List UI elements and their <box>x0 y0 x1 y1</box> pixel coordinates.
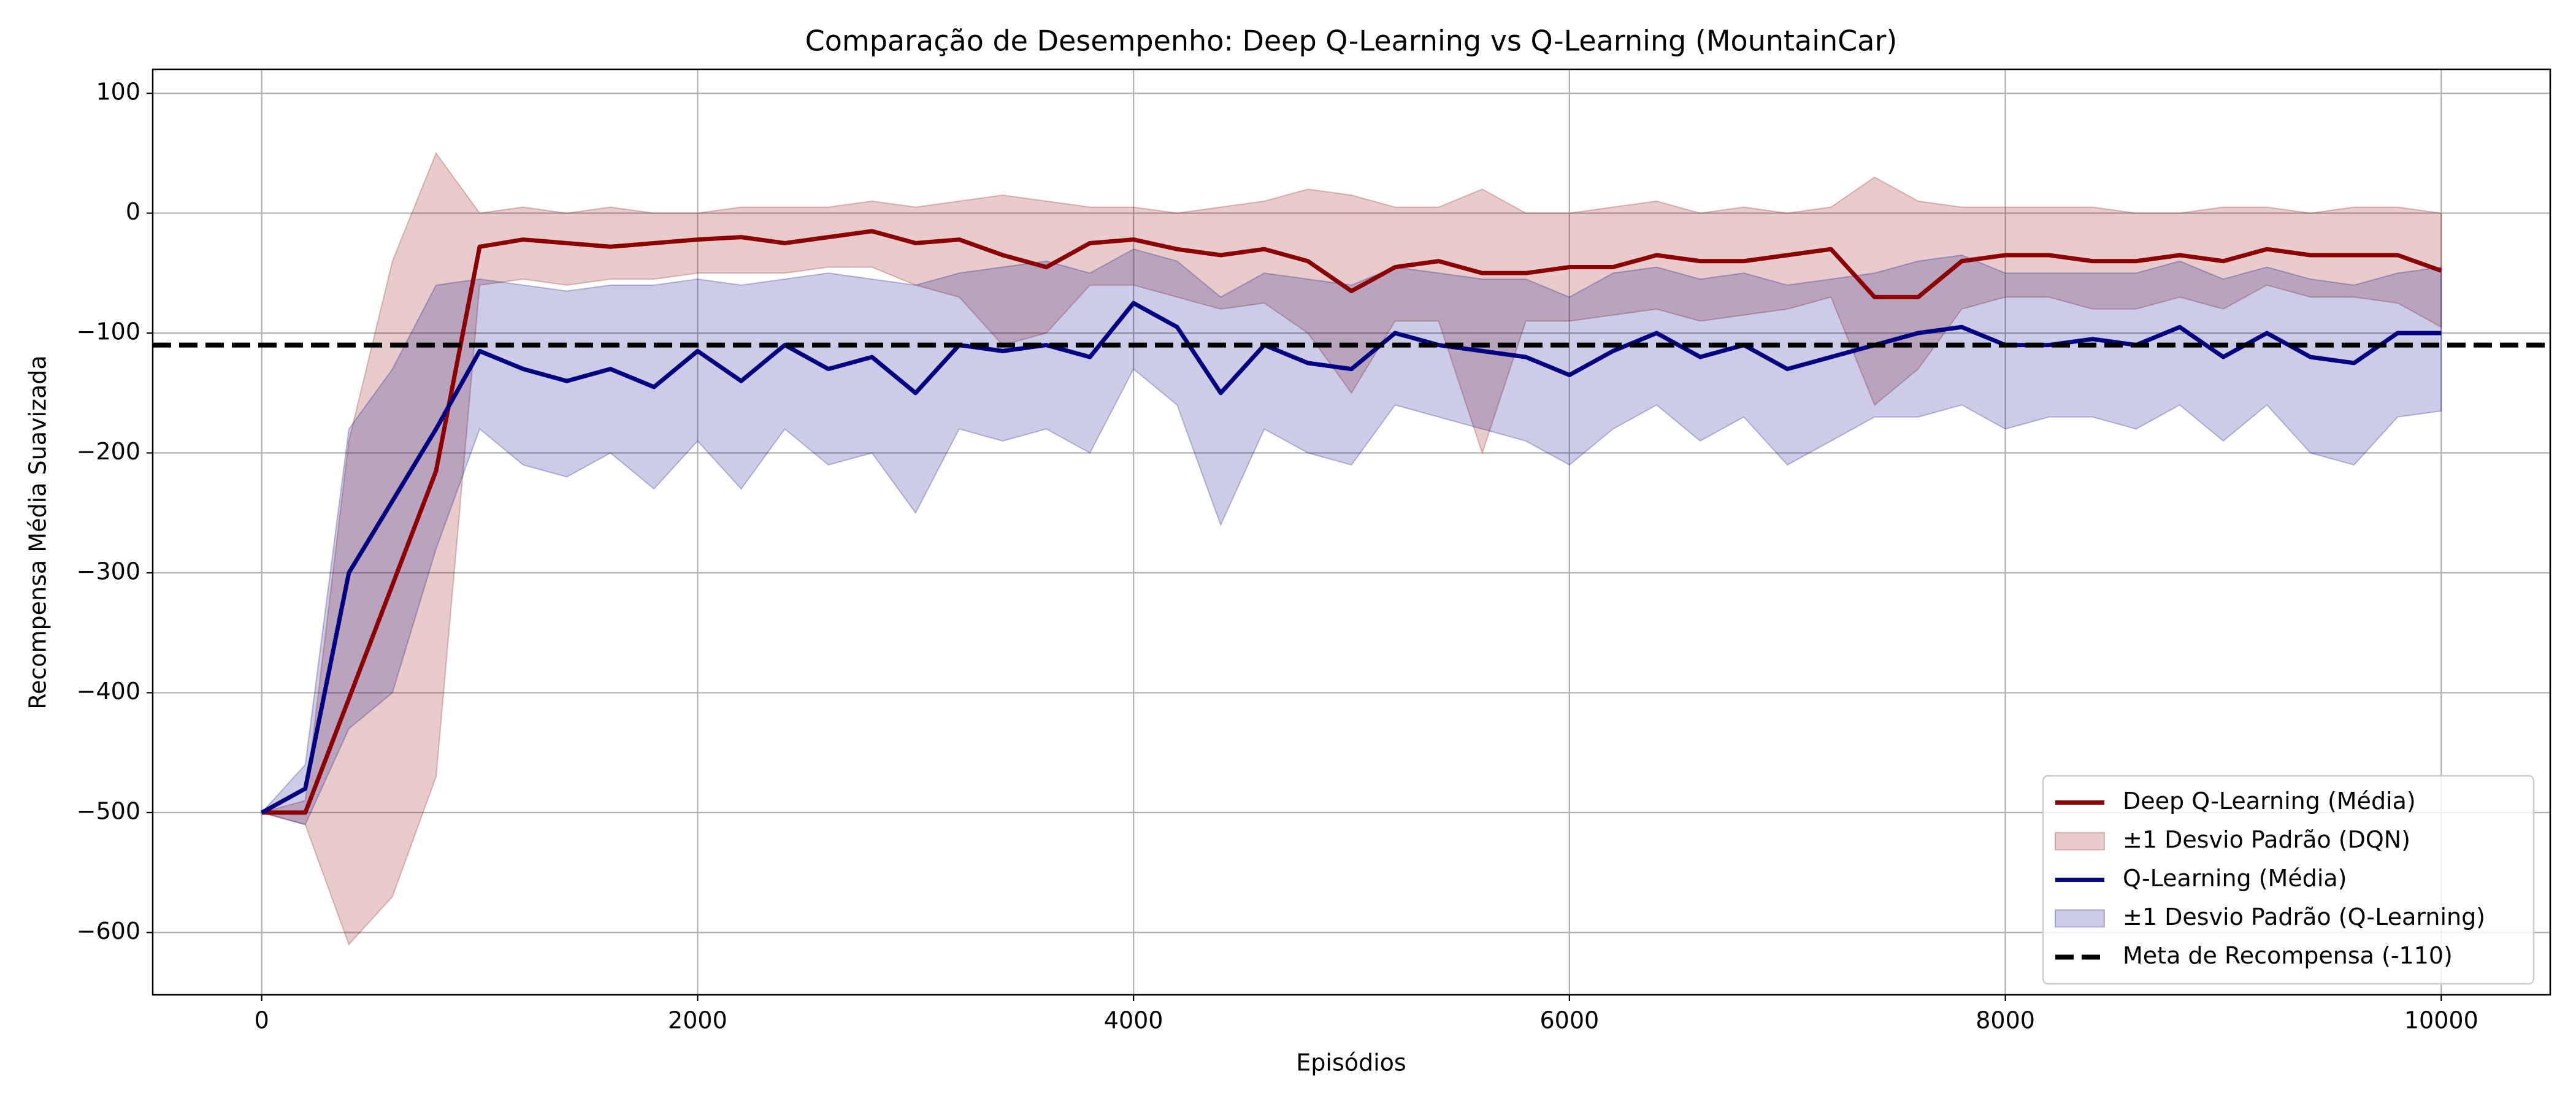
legend-label: Meta de Recompensa (-110) <box>2123 942 2453 969</box>
mean-line <box>261 229 2442 815</box>
y-axis-label: Recompensa Média Suavizada <box>25 355 52 709</box>
legend-label: Q-Learning (Média) <box>2123 865 2347 892</box>
mean-line <box>260 301 2442 815</box>
x-tick-label: 6000 <box>1540 1007 1600 1034</box>
y-tick-label: −500 <box>77 797 140 824</box>
y-tick-label: −100 <box>77 318 140 345</box>
y-tick-label: −400 <box>77 678 140 705</box>
legend-box <box>2042 775 2535 985</box>
x-tick-label: 2000 <box>668 1007 727 1034</box>
x-tick-label: 0 <box>255 1007 269 1034</box>
x-tick-label: 10000 <box>2404 1007 2478 1034</box>
legend-swatch <box>2055 832 2105 851</box>
plot-frame <box>151 68 2551 996</box>
legend-label: ±1 Desvio Padrão (Q-Learning) <box>2123 903 2485 930</box>
legend-label: ±1 Desvio Padrão (DQN) <box>2123 826 2410 853</box>
legend-label: Deep Q-Learning (Média) <box>2123 788 2416 815</box>
y-tick-label: −200 <box>77 438 140 465</box>
y-tick-label: −300 <box>77 558 140 585</box>
x-axis-label: Episódios <box>1296 1049 1406 1076</box>
y-tick-label: −600 <box>77 918 140 945</box>
chart-title: Comparação de Desempenho: Deep Q-Learnin… <box>805 25 1898 58</box>
x-tick-label: 8000 <box>1976 1007 2035 1034</box>
std-band <box>260 248 2442 826</box>
y-tick-label: 100 <box>96 79 140 105</box>
x-tick-label: 4000 <box>1104 1007 1163 1034</box>
y-tick-label: 0 <box>126 198 140 225</box>
legend-swatch <box>2055 909 2105 928</box>
